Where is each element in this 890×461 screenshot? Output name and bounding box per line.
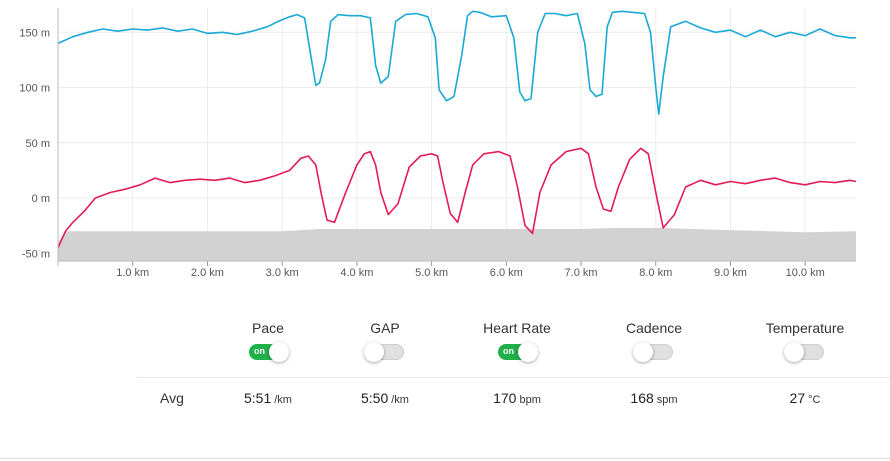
- avg-temperature: 27 °C: [789, 390, 821, 406]
- y-tick-label: 0 m: [32, 193, 50, 205]
- x-tick-label: 8.0 km: [639, 267, 672, 279]
- heart-rate-line: [57, 147, 857, 249]
- metric-label-cadence: Cadence: [625, 320, 683, 336]
- x-tick-label: 1.0 km: [116, 267, 149, 279]
- avg-pace: 5:51/km: [244, 390, 292, 406]
- avg-gap: 5:50/km: [361, 390, 409, 406]
- y-tick-label: 150 m: [19, 27, 50, 39]
- bottom-divider: [0, 458, 890, 459]
- temperature-toggle[interactable]: [784, 342, 824, 362]
- cadence-toggle[interactable]: [633, 342, 673, 362]
- chart-grid: [58, 8, 856, 261]
- metric-label-heart-rate: Heart Rate: [483, 320, 551, 336]
- x-tick-label: 4.0 km: [340, 267, 373, 279]
- heart-rate-toggle[interactable]: on: [498, 342, 538, 362]
- x-tick-label: 6.0 km: [490, 267, 523, 279]
- metric-label-pace: Pace: [252, 320, 284, 336]
- chart-axes: 150 m 100 m 50 m 0 m -50 m 1.0 km 2.0 km 3.0 km…: [19, 8, 856, 279]
- metric-heart-rate: Heart Rate on: [447, 320, 587, 365]
- pace-toggle[interactable]: on: [249, 342, 289, 362]
- elevation-area: [58, 227, 856, 261]
- y-tick-label: 50 m: [26, 138, 50, 150]
- avg-label: Avg: [160, 390, 184, 406]
- y-tick-label: -50 m: [22, 248, 50, 260]
- chart-lines: [57, 10, 857, 249]
- metric-pace: Pace on: [198, 320, 338, 365]
- x-tick-label: 10.0 km: [786, 267, 825, 279]
- avg-heart-rate: 170 bpm: [493, 390, 541, 406]
- metric-label-gap: GAP: [370, 320, 400, 336]
- metric-label-temperature: Temperature: [765, 320, 845, 336]
- x-tick-label: 2.0 km: [191, 267, 224, 279]
- x-tick-label: 9.0 km: [714, 267, 747, 279]
- metrics-divider: [137, 377, 890, 378]
- elevation-area-path: [58, 227, 856, 261]
- gap-toggle[interactable]: [364, 342, 404, 362]
- pace-line: [57, 10, 856, 115]
- metric-gap: GAP: [315, 320, 455, 365]
- x-tick-label: 5.0 km: [415, 267, 448, 279]
- x-tick-label: 7.0 km: [565, 267, 598, 279]
- metric-cadence: Cadence: [584, 320, 724, 365]
- metric-temperature: Temperature: [735, 320, 875, 365]
- stream-chart[interactable]: 150 m 100 m 50 m 0 m -50 m 1.0 km 2.0 km 3.0 km…: [0, 0, 890, 290]
- x-tick-label: 3.0 km: [266, 267, 299, 279]
- y-tick-label: 100 m: [19, 83, 50, 95]
- avg-cadence: 168 spm: [630, 390, 678, 406]
